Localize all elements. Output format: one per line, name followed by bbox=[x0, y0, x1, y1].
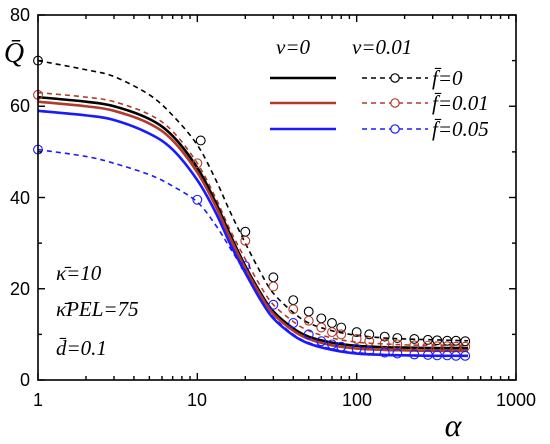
data-point-marker bbox=[336, 341, 347, 352]
data-point-marker bbox=[364, 329, 375, 340]
data-point-marker bbox=[336, 329, 347, 340]
data-point-marker bbox=[303, 306, 314, 317]
data-point-marker bbox=[432, 335, 443, 346]
axis-ticks bbox=[37, 14, 517, 381]
parameter-annotations: κ̄=10 κ̄PEL=75 d̄=0.1 bbox=[56, 261, 139, 360]
data-point-marker bbox=[316, 313, 327, 324]
x-axis-label: α bbox=[445, 407, 463, 443]
data-point-marker bbox=[316, 322, 327, 333]
data-point-marker bbox=[240, 226, 251, 237]
data-point-marker bbox=[195, 135, 206, 146]
data-point-marker bbox=[327, 327, 337, 338]
data-point-marker bbox=[288, 304, 299, 315]
data-point-marker bbox=[351, 327, 362, 338]
data-point-marker bbox=[379, 331, 390, 342]
legend-row-label: f̄=0.05 bbox=[432, 117, 489, 141]
data-point-marker bbox=[327, 318, 337, 328]
data-point-marker bbox=[351, 333, 362, 344]
y-tick-label: 80 bbox=[10, 5, 30, 25]
data-point-marker bbox=[303, 315, 314, 326]
x-tick-label: 1000 bbox=[496, 390, 536, 410]
data-point-marker bbox=[288, 295, 299, 306]
legend: ν=0 ν=0.01 f̄=0 f̄=0.01 f̄=0.05 bbox=[270, 35, 489, 141]
annotation-d: d̄=0.1 bbox=[56, 336, 107, 360]
annotation-kappa-pel: κ̄PEL=75 bbox=[56, 297, 139, 321]
y-tick-label: 20 bbox=[10, 279, 30, 299]
x-tick-label: 100 bbox=[342, 390, 372, 410]
x-tick-label: 1 bbox=[33, 390, 43, 410]
plot-markers bbox=[33, 55, 471, 361]
data-point-marker bbox=[392, 348, 403, 359]
data-point-marker bbox=[288, 318, 299, 328]
data-point-marker bbox=[432, 350, 443, 361]
data-point-marker bbox=[192, 158, 203, 169]
legend-row-label: f̄=0.01 bbox=[432, 91, 489, 115]
data-point-marker bbox=[351, 344, 362, 354]
data-point-marker bbox=[379, 347, 390, 358]
data-point-marker bbox=[327, 339, 337, 350]
data-point-marker bbox=[268, 281, 279, 292]
legend-marker bbox=[390, 73, 400, 83]
data-point-marker bbox=[364, 345, 375, 356]
data-point-marker bbox=[240, 235, 251, 246]
legend-marker bbox=[390, 124, 400, 134]
data-point-marker bbox=[460, 350, 471, 361]
annotation-kappa: κ̄=10 bbox=[56, 261, 102, 285]
data-point-marker bbox=[364, 336, 375, 347]
y-tick-label: 40 bbox=[10, 188, 30, 208]
x-tick-label: 10 bbox=[187, 390, 207, 410]
series-line bbox=[37, 100, 469, 353]
data-point-marker bbox=[192, 194, 203, 205]
series-line bbox=[37, 59, 469, 342]
legend-col-header: ν=0.01 bbox=[352, 35, 412, 59]
series-line bbox=[37, 109, 469, 358]
data-point-marker bbox=[268, 272, 279, 283]
data-point-marker bbox=[240, 260, 251, 271]
plot-lines bbox=[37, 59, 469, 358]
data-point-marker bbox=[409, 349, 420, 360]
series-line bbox=[37, 148, 469, 357]
legend-col-header: ν=0 bbox=[276, 35, 310, 59]
data-point-marker bbox=[409, 333, 420, 344]
y-tick-label: 60 bbox=[10, 96, 30, 116]
data-point-marker bbox=[392, 333, 403, 343]
data-point-marker bbox=[336, 322, 347, 333]
y-tick-label: 0 bbox=[20, 370, 30, 390]
data-point-marker bbox=[268, 299, 279, 310]
legend-row-label: f̄=0 bbox=[432, 66, 463, 90]
data-point-marker bbox=[316, 336, 327, 347]
data-point-marker bbox=[460, 336, 471, 347]
y-axis-label: Q̄ bbox=[4, 38, 24, 69]
data-point-marker bbox=[303, 329, 314, 340]
legend-marker bbox=[390, 98, 400, 108]
